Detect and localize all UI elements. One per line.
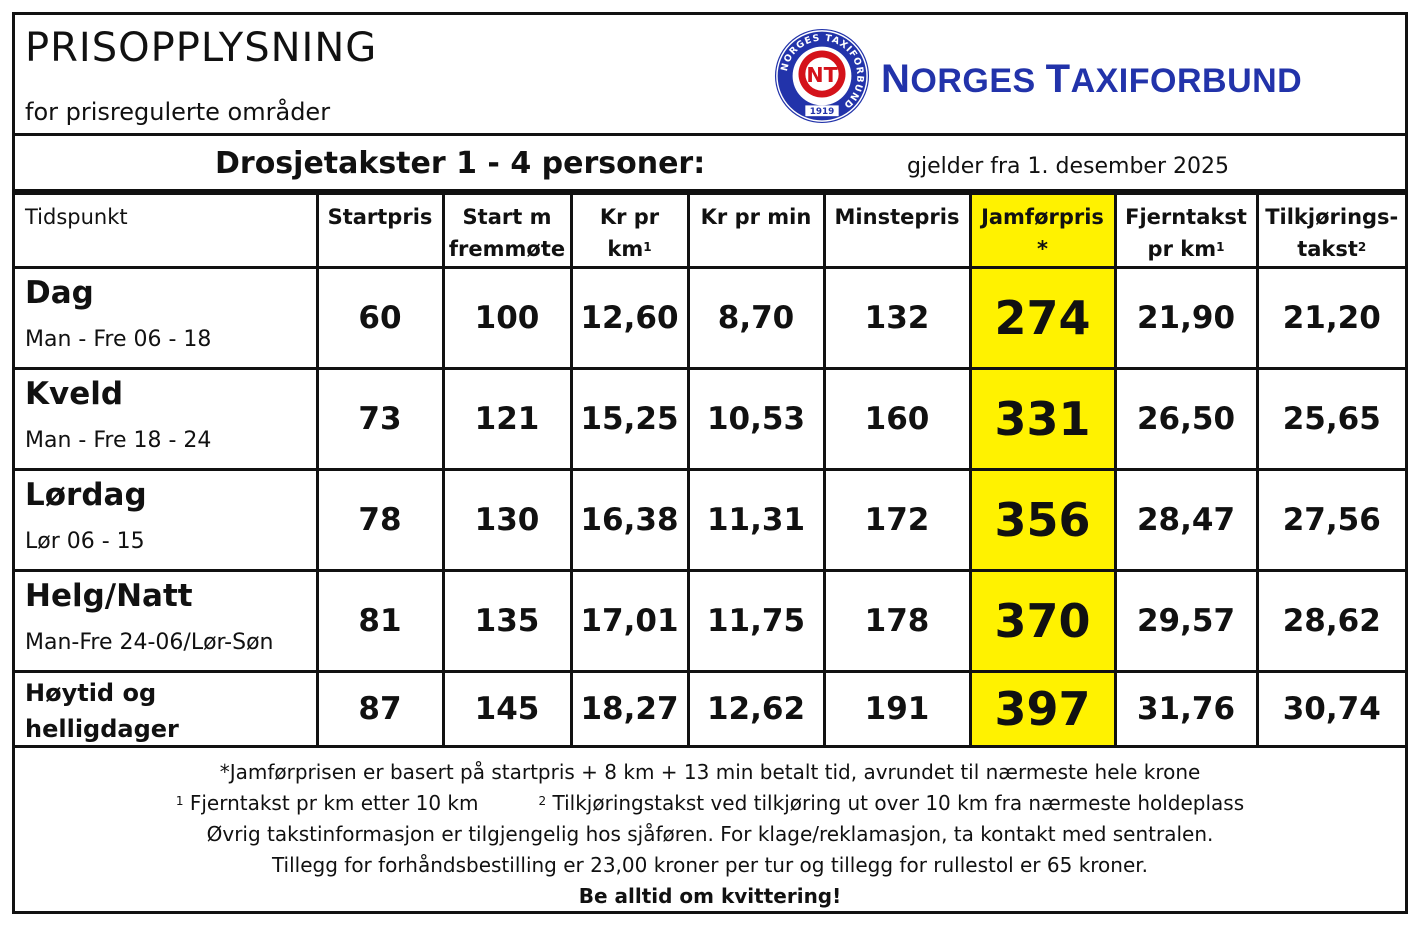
notes-footnotes: 1 Fjerntakst pr km etter 10 km 2 Tilkjøri… [175,791,1245,815]
km-price: 17,01 [569,569,690,673]
min-price: 8,70 [686,266,826,370]
table-header-row: Tidspunkt Startpris Start m fremmøte Kr p… [15,192,1405,269]
note-tilk: Tilkjøringstakst ved tilkjøring ut over … [552,791,1245,815]
note-receipt: Be alltid om kvittering! [578,884,842,908]
minimum-price: 172 [822,468,972,572]
long-distance-price: 31,76 [1113,670,1259,748]
valid-from: gjelder fra 1. desember 2025 [907,154,1229,179]
min-price: 12,62 [686,670,826,748]
note-info: Øvrig takstinformasjon er tilgjengelig h… [206,822,1214,846]
minimum-price: 191 [822,670,972,748]
logo-mark: NT [806,63,837,87]
table-row: Helg/Natt Man-Fre 24-06/Lør-Søn 81 135 17… [15,569,1405,673]
start-price: 60 [315,266,445,370]
col-fjern: Fjerntakst pr km1 [1113,192,1259,269]
page-title: PRISOPPLYSNING [25,25,378,71]
col-km: Kr pr km1 [569,192,690,269]
start-price: 81 [315,569,445,673]
long-distance-price: 29,57 [1113,569,1259,673]
header: PRISOPPLYSNING for prisregulerte områder… [15,15,1405,136]
period-cell: Helg/Natt Man-Fre 24-06/Lør-Søn [15,569,319,673]
minimum-price: 160 [822,367,972,471]
long-distance-price: 21,90 [1113,266,1259,370]
period-cell: Kveld Man - Fre 18 - 24 [15,367,319,471]
footer-notes: *Jamførprisen er basert på startpris + 8… [15,757,1405,912]
km-price: 18,27 [569,670,690,748]
col-start-m: Start m fremmøte [441,192,573,269]
table-headline: Drosjetakster 1 - 4 personer: [215,146,706,181]
col-period: Tidspunkt [15,192,319,269]
table-row: Høytid og helligdager 87 145 18,27 12,62… [15,670,1405,748]
brand-name: NORGES TAXIFORBUND [881,57,1303,101]
start-price: 78 [315,468,445,572]
approach-price: 25,65 [1255,367,1405,471]
minimum-price: 132 [822,266,972,370]
long-distance-price: 26,50 [1113,367,1259,471]
note-fjern: Fjerntakst pr km etter 10 km [189,791,479,815]
table-row: Kveld Man - Fre 18 - 24 73 121 15,25 10,5… [15,367,1405,471]
col-start: Startpris [315,192,445,269]
period-cell: Lørdag Lør 06 - 15 [15,468,319,572]
start-m-price: 100 [441,266,573,370]
min-price: 10,53 [686,367,826,471]
comparison-price: 331 [968,367,1117,471]
col-minimum: Minstepris [822,192,972,269]
start-m-price: 130 [441,468,573,572]
period-cell: Høytid og helligdager [15,670,319,748]
start-price: 87 [315,670,445,748]
min-price: 11,75 [686,569,826,673]
km-price: 15,25 [569,367,690,471]
page-subtitle: for prisregulerte områder [25,98,331,126]
comparison-price: 274 [968,266,1117,370]
price-table: Tidspunkt Startpris Start m fremmøte Kr p… [15,192,1405,748]
table-row: Dag Man - Fre 06 - 18 60 100 12,60 8,70 1… [15,266,1405,370]
comparison-price: 397 [968,670,1117,748]
comparison-price: 356 [968,468,1117,572]
col-jamfor: Jamførpris * [968,192,1117,269]
headline-row: Drosjetakster 1 - 4 personer: gjelder fr… [15,136,1405,192]
col-tilk: Tilkjørings-takst2 [1255,192,1405,269]
norges-taxiforbund-logo: NORGES TAXIFORBUND NT 1919 [774,28,870,124]
approach-price: 21,20 [1255,266,1405,370]
start-m-price: 135 [441,569,573,673]
start-price: 73 [315,367,445,471]
note-extras: Tillegg for forhåndsbestilling er 23,00 … [271,853,1149,877]
minimum-price: 178 [822,569,972,673]
table-row: Lørdag Lør 06 - 15 78 130 16,38 11,31 172… [15,468,1405,572]
note-jamfor: *Jamførprisen er basert på startpris + 8… [219,760,1201,784]
col-min: Kr pr min [686,192,826,269]
km-price: 12,60 [569,266,690,370]
start-m-price: 145 [441,670,573,748]
min-price: 11,31 [686,468,826,572]
price-notice: PRISOPPLYSNING for prisregulerte områder… [12,12,1408,914]
start-m-price: 121 [441,367,573,471]
approach-price: 28,62 [1255,569,1405,673]
km-price: 16,38 [569,468,690,572]
comparison-price: 370 [968,569,1117,673]
approach-price: 27,56 [1255,468,1405,572]
long-distance-price: 28,47 [1113,468,1259,572]
approach-price: 30,74 [1255,670,1405,748]
logo-year: 1919 [810,107,835,117]
period-cell: Dag Man - Fre 06 - 18 [15,266,319,370]
